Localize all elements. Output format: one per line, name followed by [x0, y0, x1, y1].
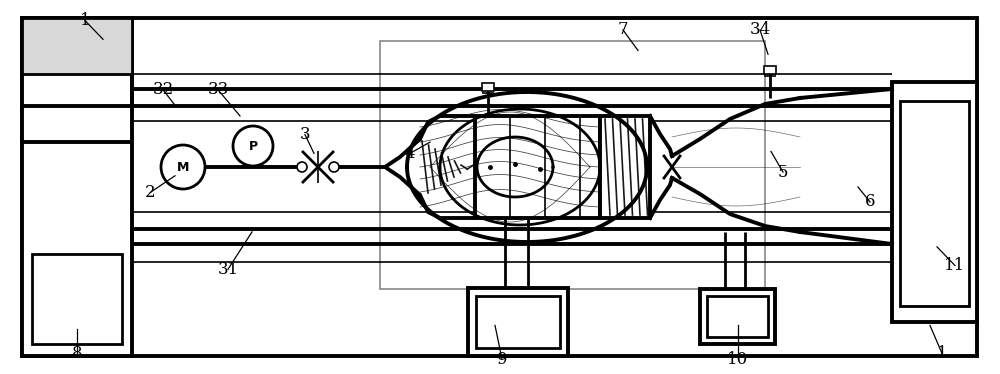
Text: 1: 1	[80, 12, 90, 29]
Bar	[476, 296, 560, 348]
Bar	[22, 18, 132, 356]
Text: 9: 9	[497, 350, 507, 368]
Text: 6: 6	[865, 193, 875, 211]
Text: P: P	[248, 140, 258, 153]
Bar	[482, 83, 494, 91]
Bar	[475, 116, 600, 218]
Bar	[700, 289, 775, 344]
Text: 8: 8	[72, 345, 82, 362]
Text: 5: 5	[778, 163, 788, 181]
Text: 34: 34	[749, 21, 771, 39]
Bar	[380, 41, 765, 289]
Text: 11: 11	[944, 257, 966, 274]
Text: 33: 33	[207, 81, 229, 98]
Bar	[892, 82, 977, 322]
Circle shape	[297, 162, 307, 172]
Bar	[32, 254, 122, 344]
Text: 1: 1	[937, 345, 947, 362]
Text: 10: 10	[727, 350, 749, 368]
Bar	[22, 18, 132, 74]
Text: 31: 31	[217, 261, 239, 278]
Text: 2: 2	[145, 184, 155, 201]
Bar	[764, 66, 776, 74]
Text: 4: 4	[405, 145, 415, 162]
Text: 32: 32	[152, 81, 174, 98]
Bar	[468, 288, 568, 356]
Text: 7: 7	[618, 21, 628, 39]
Bar	[707, 296, 768, 337]
Bar	[600, 116, 650, 218]
Text: M: M	[177, 160, 189, 174]
Text: 3: 3	[300, 126, 310, 143]
Bar	[900, 101, 969, 306]
Circle shape	[233, 126, 273, 166]
Circle shape	[329, 162, 339, 172]
Circle shape	[161, 145, 205, 189]
